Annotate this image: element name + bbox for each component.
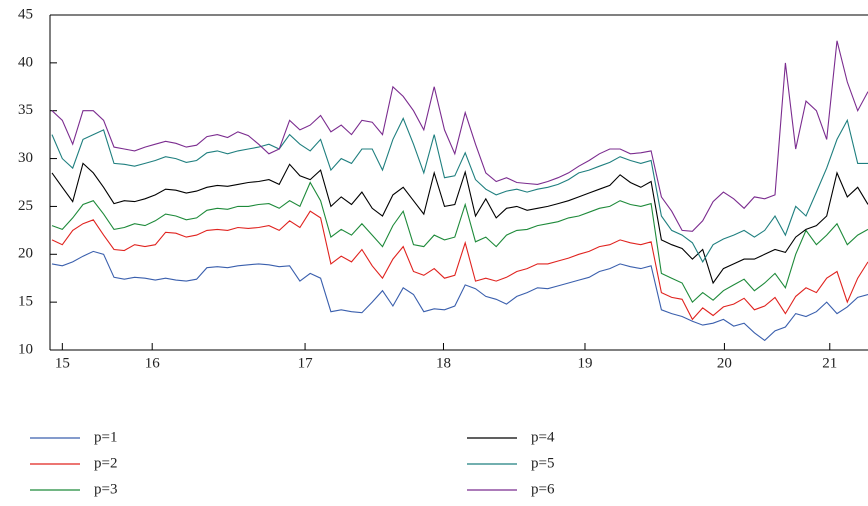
y-tick-label: 10 [18,341,33,357]
legend-label: p=5 [531,455,554,471]
legend-label: p=1 [94,429,117,445]
y-tick-label: 30 [18,150,33,166]
legend-label: p=3 [94,481,117,497]
x-tick-label: 17 [298,355,314,371]
x-tick-label: 15 [55,355,70,371]
legend-label: p=2 [94,455,117,471]
y-tick-label: 35 [18,102,33,118]
y-tick-label: 25 [18,198,33,214]
x-tick-label: 19 [577,355,592,371]
x-tick-label: 18 [436,355,451,371]
series-line [51,210,868,321]
y-tick-label: 20 [18,246,33,262]
x-tick-label: 21 [822,355,837,371]
series-line [51,250,868,342]
x-tick-label: 16 [145,355,161,371]
legend-label: p=4 [531,429,555,445]
series-line [51,162,868,285]
series-line [51,117,868,264]
x-tick-label: 20 [717,355,732,371]
legend-label: p=6 [531,481,555,497]
y-tick-label: 40 [18,54,33,70]
y-tick-label: 45 [18,6,33,22]
series-line [51,181,868,303]
y-tick-label: 15 [18,294,33,310]
series-line [51,40,868,232]
